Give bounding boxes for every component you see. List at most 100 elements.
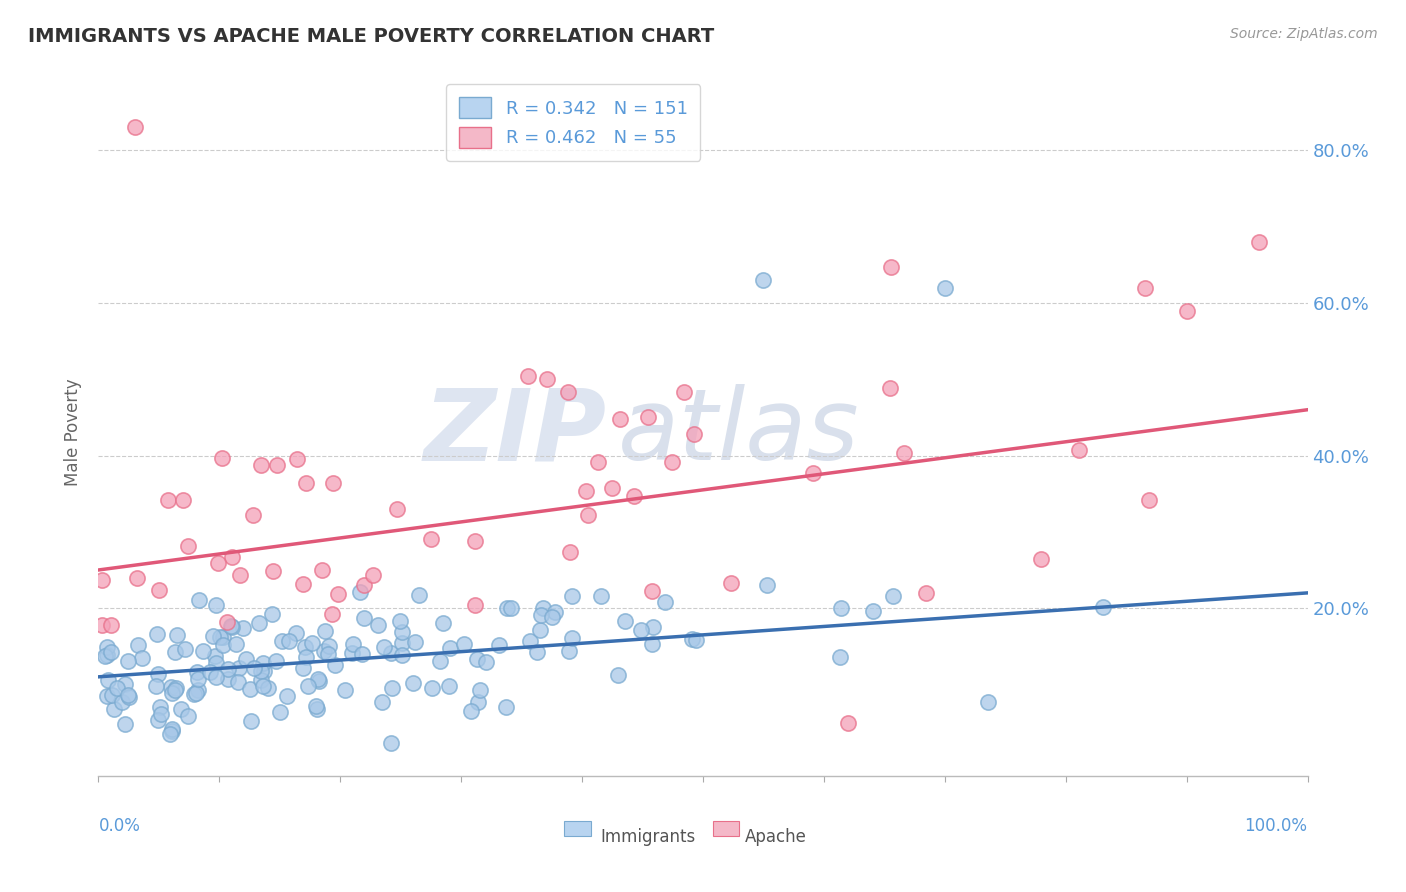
Point bbox=[204, 670, 226, 684]
Point bbox=[292, 661, 315, 675]
Point bbox=[200, 665, 222, 679]
Point bbox=[830, 601, 852, 615]
Point bbox=[529, 623, 551, 637]
Point bbox=[160, 681, 183, 695]
Point bbox=[205, 656, 228, 670]
Point bbox=[316, 648, 339, 662]
Point bbox=[353, 611, 375, 625]
Point bbox=[148, 667, 170, 681]
Point bbox=[586, 455, 609, 469]
Point bbox=[934, 280, 956, 294]
Point bbox=[879, 381, 901, 395]
Point bbox=[239, 682, 262, 697]
Point bbox=[862, 604, 884, 618]
Point bbox=[217, 662, 239, 676]
Point bbox=[1137, 493, 1160, 508]
Point bbox=[322, 475, 344, 490]
Point bbox=[184, 686, 207, 700]
Point bbox=[893, 445, 915, 459]
Point bbox=[519, 634, 541, 648]
Point bbox=[404, 635, 426, 649]
Point bbox=[165, 645, 187, 659]
Point bbox=[591, 589, 613, 603]
Point bbox=[681, 632, 703, 647]
Legend: R = 0.342   N = 151, R = 0.462   N = 55: R = 0.342 N = 151, R = 0.462 N = 55 bbox=[446, 85, 700, 161]
Point bbox=[235, 652, 257, 666]
Point bbox=[828, 649, 851, 664]
Y-axis label: Male Poverty: Male Poverty bbox=[65, 379, 83, 486]
Point bbox=[187, 682, 209, 697]
Point bbox=[367, 618, 389, 632]
Point bbox=[380, 646, 402, 660]
Point bbox=[305, 699, 328, 714]
Point bbox=[391, 648, 413, 662]
Point bbox=[342, 638, 364, 652]
Point bbox=[560, 545, 582, 559]
Point bbox=[672, 384, 695, 399]
Point bbox=[380, 736, 402, 750]
Point bbox=[464, 599, 486, 613]
Point bbox=[221, 620, 243, 634]
Point bbox=[177, 708, 200, 723]
Point bbox=[148, 582, 170, 597]
Point bbox=[253, 664, 276, 678]
Point bbox=[250, 664, 273, 678]
Point bbox=[630, 623, 652, 637]
Text: Apache: Apache bbox=[745, 828, 807, 846]
Point bbox=[170, 701, 193, 715]
Point bbox=[117, 654, 139, 668]
Point bbox=[432, 616, 454, 631]
Point bbox=[242, 508, 264, 522]
Point bbox=[111, 695, 134, 709]
Point bbox=[148, 700, 170, 714]
Point bbox=[558, 644, 581, 658]
Point bbox=[541, 610, 564, 624]
Point bbox=[212, 638, 235, 652]
Point bbox=[561, 632, 583, 646]
Point bbox=[297, 679, 319, 693]
Point bbox=[880, 260, 903, 274]
Point bbox=[250, 458, 273, 473]
Point bbox=[496, 600, 519, 615]
Point bbox=[516, 368, 538, 383]
Point bbox=[623, 490, 645, 504]
Point bbox=[125, 571, 148, 585]
Point bbox=[501, 600, 523, 615]
Point bbox=[371, 695, 394, 709]
Point bbox=[257, 681, 280, 695]
Point bbox=[353, 577, 375, 591]
Point bbox=[232, 621, 254, 635]
Point bbox=[105, 681, 128, 696]
Point bbox=[250, 673, 273, 687]
Point bbox=[131, 651, 153, 665]
Point bbox=[536, 372, 558, 386]
Point bbox=[124, 120, 146, 135]
Point bbox=[284, 626, 307, 640]
Point bbox=[685, 632, 707, 647]
Point bbox=[488, 638, 510, 652]
Point bbox=[150, 707, 173, 722]
Point bbox=[460, 704, 482, 718]
Point bbox=[342, 646, 364, 660]
Point bbox=[226, 675, 249, 690]
Point bbox=[530, 608, 553, 623]
Point bbox=[91, 573, 114, 587]
Point bbox=[97, 673, 120, 687]
Point bbox=[219, 618, 242, 632]
Point bbox=[977, 694, 1000, 708]
Point bbox=[311, 563, 333, 577]
Point bbox=[314, 624, 336, 638]
Point bbox=[305, 701, 328, 715]
Point bbox=[575, 483, 598, 498]
Point bbox=[96, 648, 118, 662]
Point bbox=[146, 627, 169, 641]
Point bbox=[249, 616, 271, 631]
Point bbox=[882, 590, 904, 604]
Point bbox=[101, 688, 124, 702]
Point bbox=[228, 661, 250, 675]
Point bbox=[349, 584, 371, 599]
Point bbox=[160, 722, 183, 736]
Point bbox=[419, 532, 441, 546]
Point bbox=[661, 455, 683, 469]
Point bbox=[1091, 599, 1114, 614]
